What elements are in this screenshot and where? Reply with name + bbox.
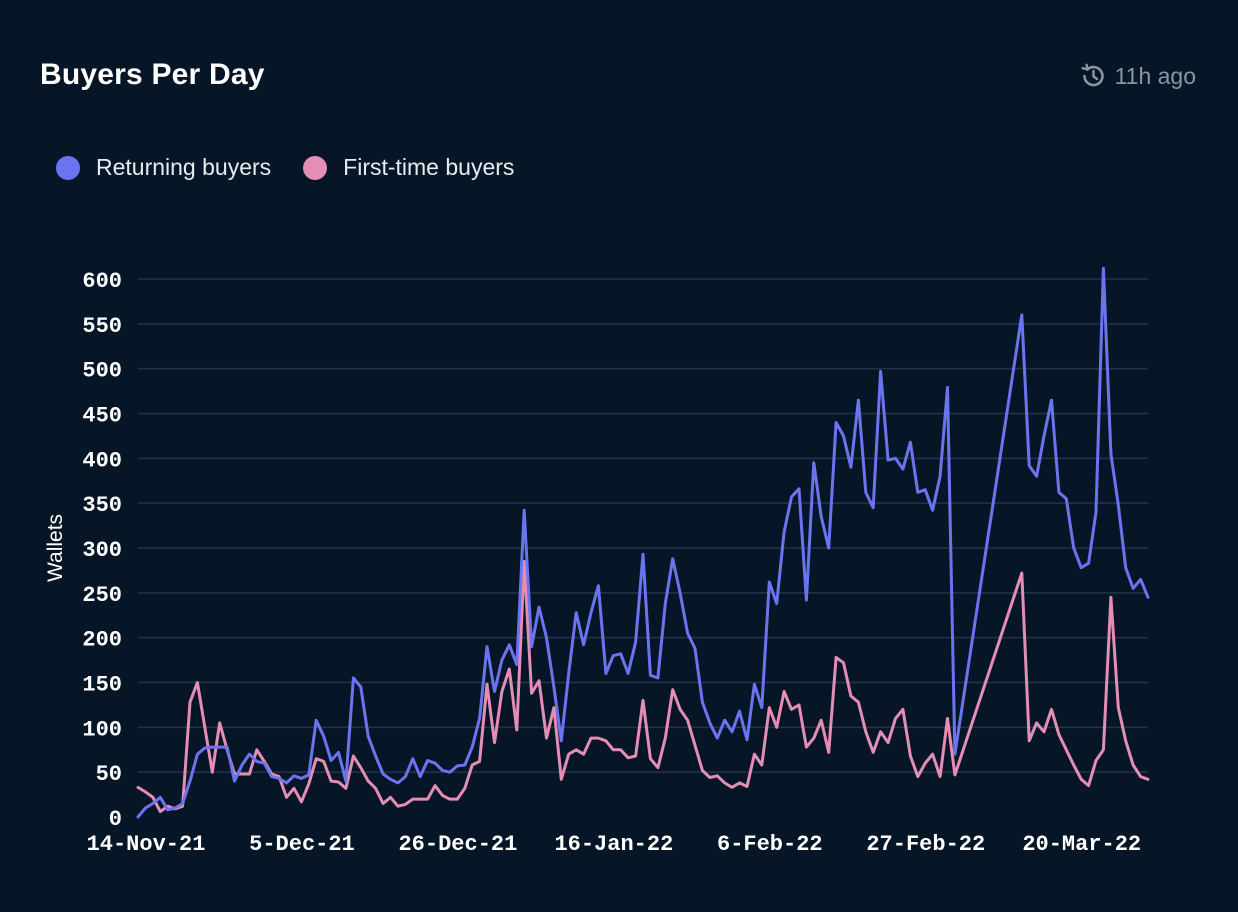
y-tick-label-150: 150 (82, 673, 122, 698)
legend-item-returning[interactable]: Returning buyers (56, 154, 271, 181)
y-tick-label-550: 550 (82, 314, 122, 339)
y-tick-label-250: 250 (82, 583, 122, 608)
legend-label-returning: Returning buyers (96, 154, 272, 180)
legend-item-first-time[interactable]: First-time buyers (303, 154, 514, 181)
y-tick-label-350: 350 (82, 493, 122, 518)
legend-label-first-time: First-time buyers (343, 154, 515, 180)
y-tick-label-200: 200 (82, 628, 122, 653)
x-tick-label-6: 20-Mar-22 (1022, 832, 1141, 857)
y-axis-title: Wallets (44, 514, 67, 582)
x-tick-label-3: 16-Jan-22 (554, 832, 673, 857)
y-tick-label-300: 300 (82, 538, 122, 563)
chart-title: Buyers Per Day (40, 58, 265, 91)
last-updated: 11h ago (1079, 62, 1196, 90)
x-tick-label-0: 14-Nov-21 (87, 832, 206, 857)
x-tick-label-5: 27-Feb-22 (866, 832, 985, 857)
series-line-returning-buyers (136, 266, 1150, 819)
y-tick-label-400: 400 (82, 448, 122, 473)
legend-swatch-first-time (303, 155, 328, 180)
x-tick-label-1: 5-Dec-21 (249, 832, 355, 857)
y-tick-label-0: 0 (109, 807, 122, 832)
series-line-first-time-buyers (136, 560, 1150, 814)
x-tick-label-4: 6-Feb-22 (717, 832, 823, 857)
y-tick-label-450: 450 (82, 404, 122, 429)
y-tick-label-50: 50 (96, 762, 122, 787)
x-tick-label-2: 26-Dec-21 (398, 832, 517, 857)
chart-legend: Returning buyers First-time buyers (56, 154, 546, 181)
history-clock-icon (1079, 62, 1107, 90)
y-tick-label-100: 100 (82, 717, 122, 742)
y-tick-label-500: 500 (82, 359, 122, 384)
y-tick-label-600: 600 (82, 269, 122, 294)
last-updated-text: 11h ago (1114, 62, 1196, 89)
legend-swatch-returning (56, 155, 80, 180)
